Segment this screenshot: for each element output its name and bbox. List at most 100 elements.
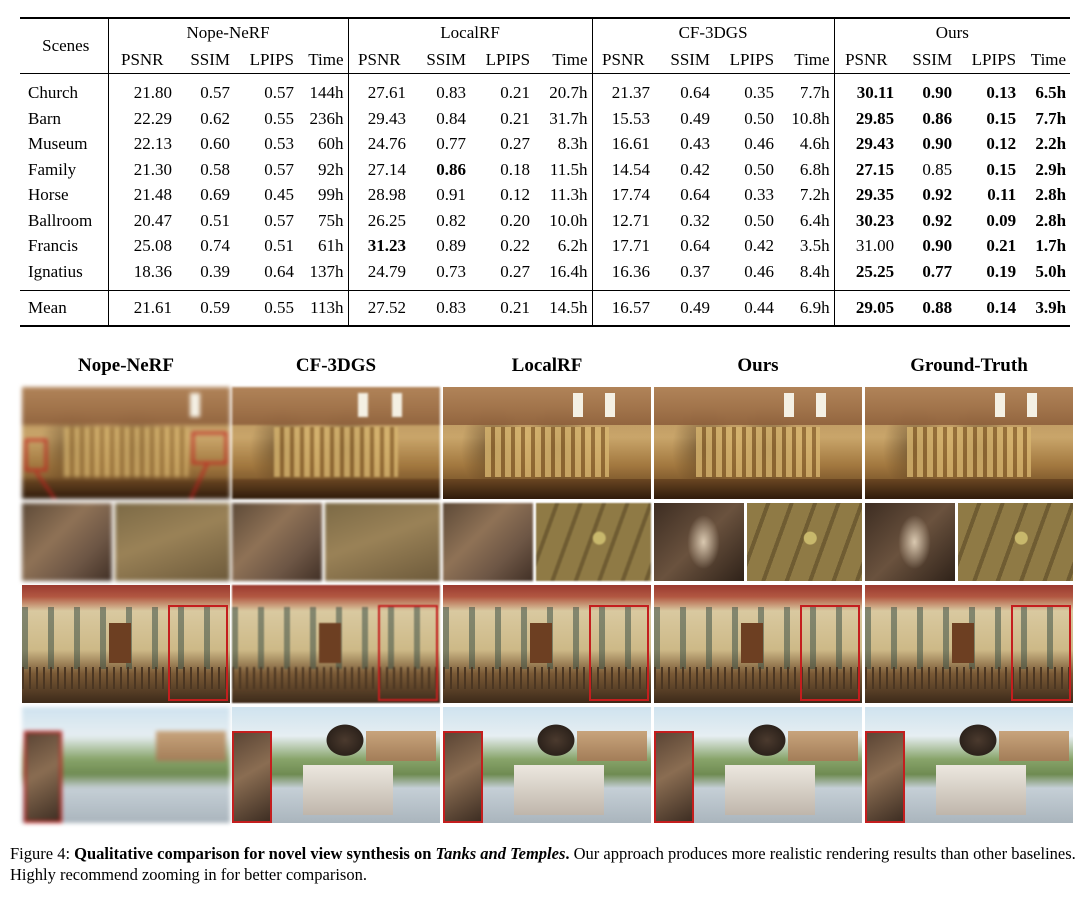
table-cell: 0.39 (200, 261, 230, 281)
table-cell: 21.61 (107, 290, 176, 326)
table-cell: 0.62 (200, 108, 230, 128)
qualitative-figure: Nope-NeRF CF-3DGS LocalRF Ours Ground-Tr… (22, 355, 1073, 823)
table-cell: 0.49 (680, 108, 711, 128)
table-cell: 0.11 (987, 185, 1017, 204)
table-cell: 0.35 (744, 83, 775, 102)
table-cell: 0.90 (922, 83, 953, 102)
table-cell: 0.91 (436, 185, 467, 204)
table-cell: 11.3h (549, 185, 588, 204)
highlight-box (800, 605, 860, 701)
highlight-box (589, 605, 649, 701)
highlight-box (192, 432, 227, 464)
table-cell: 0.74 (200, 236, 230, 255)
table-cell: 61h (318, 236, 344, 255)
highlight-box (25, 439, 47, 471)
table-cell: 0.57 (264, 159, 294, 179)
table-cell: 236h (309, 108, 344, 128)
table-cell: 31.7h (549, 108, 588, 128)
table-cell: 0.44 (744, 298, 775, 317)
table-cell: 0.86 (436, 159, 467, 179)
church-crops-row (22, 503, 1073, 581)
table-cell: 0.43 (680, 134, 711, 153)
table-cell: 60h (318, 134, 344, 153)
table-cell: 27.14 (347, 156, 411, 182)
horse-render-ground-truth (865, 707, 1073, 823)
table-cell: 92h (318, 159, 344, 179)
table-cell: 21.30 (107, 156, 176, 182)
table-cell: 10.0h (549, 210, 588, 230)
table-cell: 0.50 (744, 210, 775, 230)
table-cell: 0.57 (264, 83, 294, 102)
table-cell: 24.79 (347, 258, 411, 284)
table-cell: 0.90 (922, 236, 953, 255)
metric-header-ssim: SSIM (670, 50, 711, 70)
table-cell: 0.86 (922, 108, 953, 128)
table-cell: 2.8h (1035, 210, 1067, 230)
metric-header-psnr: PSNR (347, 47, 411, 74)
highlight-box (24, 731, 62, 823)
table-cell: 30.23 (833, 207, 899, 233)
metric-header-psnr: PSNR (833, 47, 899, 74)
church-render-ground-truth (865, 387, 1073, 499)
table-cell: 137h (309, 261, 344, 281)
table-cell: 22.13 (107, 131, 176, 157)
table-cell: 24.76 (347, 131, 411, 157)
horse-render-cf-3dgs (232, 707, 440, 823)
metric-header-time: Time (552, 50, 588, 70)
caption-title-period: . (565, 844, 570, 863)
highlight-box (654, 731, 694, 823)
church-render-localrf (443, 387, 651, 499)
table-cell: 0.69 (200, 185, 230, 204)
table-cell: 0.53 (264, 134, 294, 153)
table-cell: 29.85 (833, 105, 899, 131)
table-cell: 28.98 (347, 182, 411, 208)
table-cell: 0.50 (744, 108, 775, 128)
table-cell: 1.7h (1035, 236, 1067, 255)
metric-header-psnr: PSNR (591, 47, 655, 74)
table-cell: 6.2h (557, 236, 588, 255)
table-row: Family 21.30 0.58 0.57 92h 27.14 0.86 0.18 11.5h… (20, 156, 1070, 182)
figure-header-cf-3dgs: CF-3DGS (295, 355, 377, 376)
results-table: Scenes Nope-NeRF LocalRF CF-3DGS Ours PS… (20, 17, 1071, 327)
scenes-header: Scenes (42, 36, 90, 56)
table-cell: 17.74 (591, 182, 655, 208)
table-cell: 0.85 (922, 159, 953, 179)
table-cell: 0.77 (922, 261, 953, 281)
table-cell: 6.8h (799, 159, 830, 179)
church-render-cf-3dgs (232, 387, 440, 499)
metric-header-lpips: LPIPS (729, 50, 775, 70)
table-cell: 10.8h (791, 108, 830, 128)
table-cell: 12.71 (591, 207, 655, 233)
results-table-container: Scenes Nope-NeRF LocalRF CF-3DGS Ours PS… (20, 17, 1071, 327)
ballroom-render-localrf (443, 585, 651, 703)
table-cell: 6.9h (799, 298, 830, 317)
horse-render-localrf (443, 707, 651, 823)
table-row: Church 21.80 0.57 0.57 144h 27.61 0.83 0.21 20.7… (20, 80, 1070, 106)
table-cell: 0.88 (922, 298, 953, 317)
table-cell: 75h (318, 210, 344, 230)
table-cell: 0.64 (680, 83, 711, 102)
table-cell: 26.25 (347, 207, 411, 233)
table-cell: 0.42 (680, 159, 711, 179)
church-render-ours (654, 387, 862, 499)
table-cell: 17.71 (591, 233, 655, 259)
table-cell: 8.3h (557, 134, 588, 153)
horse-render-ours (654, 707, 862, 823)
table-cell: 0.64 (680, 185, 711, 204)
horse-row (22, 707, 1073, 823)
figure-caption: Figure 4: Qualitative comparison for nov… (10, 843, 1085, 885)
table-cell: 16.36 (591, 258, 655, 284)
table-cell: 30.11 (833, 80, 899, 106)
figure-column-headers: Nope-NeRF CF-3DGS LocalRF Ours Ground-Tr… (22, 355, 1072, 387)
highlight-box (443, 731, 483, 823)
table-cell: 2.8h (1035, 185, 1067, 204)
table-cell: 0.46 (744, 261, 775, 281)
table-cell: 31.23 (347, 233, 411, 259)
table-cell: 7.7h (799, 83, 830, 102)
crop-nope-nerf-1 (22, 503, 112, 581)
table-cell: 0.21 (500, 108, 531, 128)
crop-localrf-2 (536, 503, 651, 581)
figure-header-localrf: LocalRF (511, 355, 583, 376)
table-cell: 22.29 (107, 105, 176, 131)
metric-header-time: Time (794, 50, 830, 70)
